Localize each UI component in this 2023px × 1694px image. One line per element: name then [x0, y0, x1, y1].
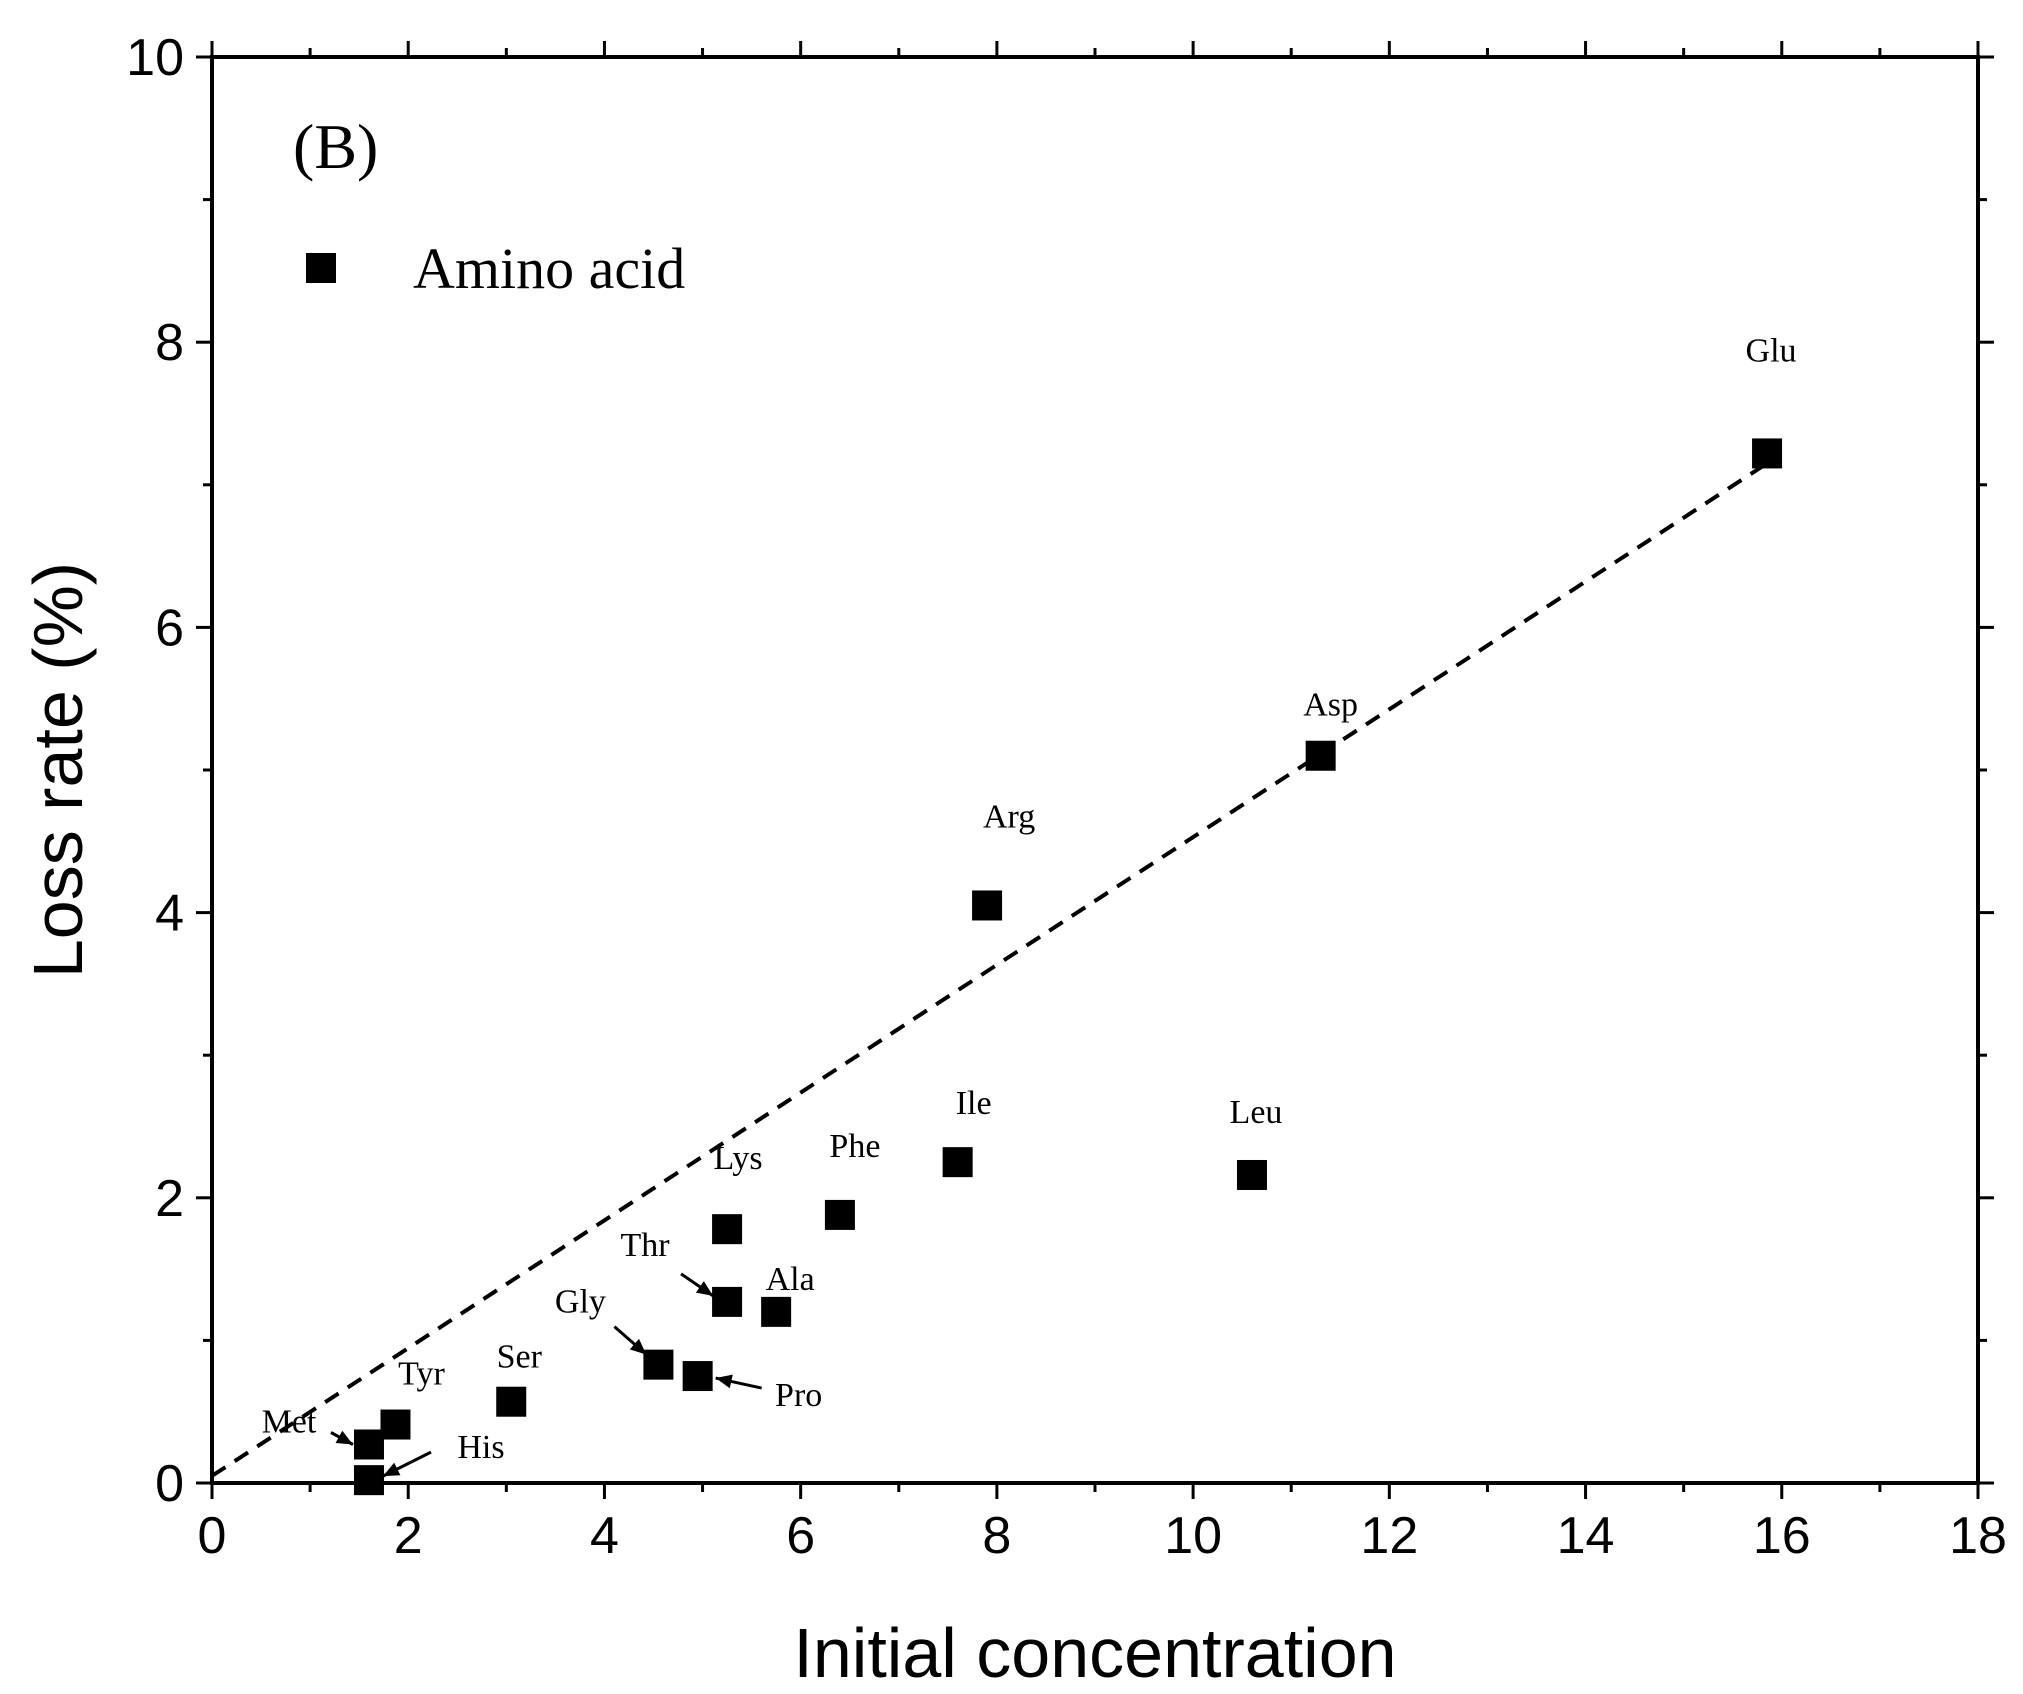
- point-label-tyr: Tyr: [398, 1356, 445, 1393]
- data-point-pro: [682, 1361, 713, 1392]
- y-tick-label-6: 6: [155, 599, 184, 657]
- plot-frame: [210, 55, 1980, 1485]
- data-point-thr: [712, 1286, 743, 1317]
- x-tick-label-8: 8: [982, 1507, 1011, 1565]
- data-point-asp: [1305, 740, 1336, 771]
- point-label-asp: Asp: [1303, 687, 1358, 724]
- y-axis-title: Loss rate (%): [19, 562, 97, 978]
- x-tick-label-12: 12: [1360, 1507, 1418, 1565]
- x-tick-label-16: 16: [1753, 1507, 1811, 1565]
- point-label-thr: Thr: [621, 1227, 671, 1264]
- annotation-arrows-layer: [330, 1272, 762, 1478]
- y-tick-label-8: 8: [155, 314, 184, 372]
- arrow-head-pro: [715, 1374, 733, 1389]
- trendline-layer: [210, 461, 1769, 1478]
- point-label-gly: Gly: [555, 1284, 606, 1321]
- x-tick-label-2: 2: [394, 1507, 423, 1565]
- data-point-glu: [1752, 438, 1783, 469]
- point-label-lys: Lys: [714, 1140, 763, 1177]
- x-tick-label-18: 18: [1949, 1507, 2007, 1565]
- point-label-his: His: [457, 1429, 504, 1466]
- y-tick-label-4: 4: [155, 885, 184, 943]
- arrow-head-his: [382, 1462, 401, 1477]
- point-labels-layer: Met His Tyr Ser Gly Pro Thr Lys Ala Phe Ile Arg Leu A…: [262, 332, 1797, 1466]
- data-point-ala: [761, 1296, 792, 1327]
- y-tick-label-0: 0: [155, 1455, 184, 1513]
- data-point-met: [353, 1429, 384, 1460]
- point-label-leu: Leu: [1230, 1094, 1283, 1131]
- x-tick-label-6: 6: [786, 1507, 815, 1565]
- point-label-glu: Glu: [1746, 332, 1797, 369]
- point-label-ser: Ser: [497, 1339, 543, 1376]
- data-point-tyr: [380, 1409, 411, 1440]
- data-point-lys: [712, 1214, 743, 1245]
- point-label-phe: Phe: [829, 1128, 880, 1165]
- point-label-ala: Ala: [766, 1261, 815, 1298]
- tick-layer: 0 2 4 6 8 10 12 14 16 18 0 2 4 6 8 10: [126, 29, 2007, 1565]
- data-point-his: [353, 1465, 384, 1496]
- y-tick-label-2: 2: [155, 1170, 184, 1228]
- data-point-ser: [496, 1386, 527, 1417]
- arrow-head-thr: [695, 1281, 714, 1296]
- x-tick-label-14: 14: [1557, 1507, 1615, 1565]
- point-label-met: Met: [262, 1403, 317, 1440]
- data-point-phe: [824, 1199, 855, 1230]
- legend-label-amino-acid: Amino acid: [413, 236, 685, 301]
- legend-marker-amino-acid: [306, 253, 336, 283]
- point-label-ile: Ile: [956, 1085, 992, 1122]
- x-tick-label-4: 4: [590, 1507, 619, 1565]
- arrow-head-met: [335, 1430, 353, 1445]
- panel-label: (B): [293, 111, 378, 182]
- point-label-arg: Arg: [983, 798, 1035, 835]
- data-point-ile: [942, 1147, 973, 1178]
- data-points-layer: [353, 438, 1783, 1496]
- y-tick-label-10: 10: [126, 29, 184, 87]
- data-point-arg: [972, 890, 1003, 921]
- x-tick-label-0: 0: [198, 1507, 227, 1565]
- data-point-leu: [1236, 1159, 1267, 1190]
- trendline: [210, 461, 1769, 1478]
- data-point-gly: [643, 1349, 674, 1380]
- x-axis-title: Initial concentration: [793, 1614, 1396, 1692]
- arrow-head-gly: [629, 1338, 647, 1355]
- point-label-pro: Pro: [775, 1377, 822, 1414]
- x-tick-label-10: 10: [1164, 1507, 1222, 1565]
